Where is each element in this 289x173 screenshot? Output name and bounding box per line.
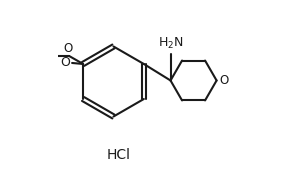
Text: O: O <box>64 42 73 55</box>
Text: HCl: HCl <box>107 148 131 162</box>
Text: H$_2$N: H$_2$N <box>158 36 183 51</box>
Text: O: O <box>60 56 70 70</box>
Text: O: O <box>220 74 229 87</box>
